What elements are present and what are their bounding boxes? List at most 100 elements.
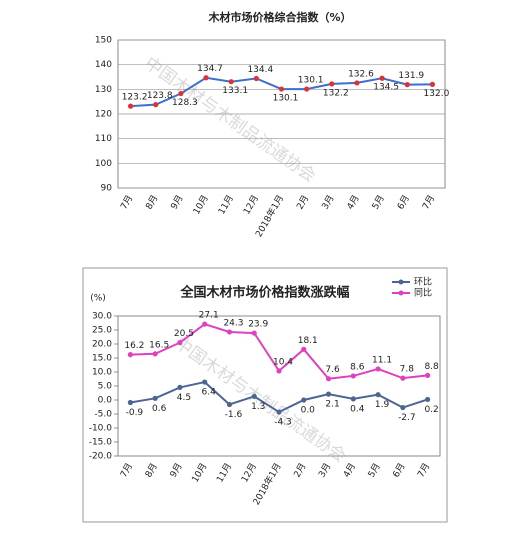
y-tick-label: 15.0: [92, 354, 112, 364]
data-label: 16.5: [149, 340, 169, 350]
data-point: [152, 351, 158, 357]
data-label: 123.2: [122, 93, 148, 103]
x-tick-label: 3月: [316, 461, 333, 479]
x-tick-label: 11月: [216, 193, 236, 216]
x-tick-label: 7月: [415, 461, 432, 479]
data-point: [177, 384, 183, 390]
x-tick-label: 8月: [144, 193, 161, 211]
data-point: [425, 372, 431, 378]
data-label: 18.1: [298, 336, 318, 346]
data-label: 0.4: [350, 404, 365, 414]
data-label: 1.3: [251, 402, 265, 412]
data-label: 2.1: [325, 400, 339, 410]
data-point: [127, 103, 134, 109]
data-point: [153, 102, 159, 108]
data-point: [301, 397, 307, 403]
data-label: -2.7: [398, 413, 416, 423]
data-point: [203, 75, 209, 81]
data-point: [425, 396, 431, 403]
data-point: [301, 346, 307, 352]
x-tick-label: 9月: [169, 193, 186, 211]
data-point: [253, 75, 259, 82]
legend-label: 环比: [414, 276, 432, 288]
data-point: [177, 340, 183, 346]
data-label: 11.1: [372, 355, 392, 365]
data-label: 8.8: [424, 362, 439, 372]
y-tick-label: 140: [95, 60, 112, 70]
data-point: [400, 404, 406, 411]
y-tick-label: 20.0: [92, 340, 112, 350]
data-label: 133.1: [222, 86, 248, 96]
y-tick-label: 10.0: [92, 368, 112, 378]
data-point: [350, 396, 356, 402]
x-tick-label: 8月: [143, 461, 160, 479]
data-label: 130.1: [273, 94, 299, 104]
y-tick-label: 100: [95, 159, 112, 169]
plot-area: [117, 315, 441, 457]
x-tick-label: 5月: [366, 461, 383, 479]
data-label: 6.4: [202, 388, 217, 398]
data-point: [329, 81, 335, 87]
data-label: 23.9: [248, 320, 268, 330]
x-tick-label: 2月: [295, 193, 312, 211]
chart-title: 全国木材市场价格指数涨跌幅: [179, 285, 349, 301]
y-tick-label: -10.0: [89, 424, 113, 434]
x-tick-label: 4月: [341, 461, 358, 479]
data-label: 8.6: [350, 362, 365, 372]
data-label: 132.2: [323, 88, 349, 98]
y-tick-label: -20.0: [89, 452, 113, 462]
x-tick-label: 7月: [118, 193, 135, 211]
x-tick-label: 2月: [292, 461, 309, 479]
data-point: [375, 392, 381, 398]
x-tick-label: 3月: [320, 193, 337, 211]
data-label: 128.3: [172, 98, 198, 108]
data-point: [304, 86, 310, 92]
data-point: [251, 393, 257, 399]
data-point: [325, 376, 332, 382]
y-tick-label: 0.0: [98, 396, 113, 406]
data-label: -4.3: [274, 418, 292, 428]
y-tick-label: -15.0: [89, 438, 113, 448]
data-label: 7.6: [325, 365, 340, 375]
y-tick-label: 30.0: [92, 312, 112, 322]
x-tick-label: 10月: [190, 461, 210, 484]
data-label: -1.6: [225, 410, 243, 420]
y-tick-label: 130: [95, 85, 112, 95]
data-point: [127, 352, 133, 358]
data-label: 132.6: [348, 69, 374, 79]
x-tick-label: 4月: [345, 193, 362, 211]
data-point: [127, 399, 133, 406]
y-tick-label: -5.0: [94, 410, 112, 420]
x-tick-label: 7月: [420, 193, 437, 211]
data-point: [429, 81, 436, 87]
data-label: 123.8: [147, 91, 173, 101]
data-label: 0.0: [301, 406, 316, 416]
y-tick-label: 90: [101, 184, 113, 194]
x-tick-label: 6月: [391, 461, 408, 479]
chart-frame: [82, 267, 448, 523]
data-point: [278, 86, 285, 92]
data-label: 0.2: [424, 405, 438, 415]
y-tick-label: 25.0: [92, 326, 112, 336]
x-tick-label: 12月: [239, 461, 259, 484]
data-point: [276, 409, 282, 415]
x-tick-label: 6月: [395, 193, 412, 211]
data-point: [202, 321, 208, 327]
data-point: [276, 368, 282, 374]
y-tick-label: 150: [95, 36, 112, 46]
data-point: [178, 90, 184, 97]
data-label: 134.5: [373, 83, 399, 93]
data-label: 134.7: [197, 64, 223, 74]
data-label: 10.4: [273, 357, 293, 367]
data-point: [400, 375, 406, 381]
y-axis-label: (%): [90, 294, 106, 304]
data-label: 132.0: [424, 89, 450, 99]
data-point: [226, 401, 233, 408]
data-point: [202, 379, 208, 385]
data-label: 1.9: [375, 400, 390, 410]
data-label: 7.8: [400, 365, 415, 375]
data-point: [404, 82, 410, 88]
data-label: 4.5: [177, 393, 191, 403]
legend-marker: [398, 290, 404, 296]
